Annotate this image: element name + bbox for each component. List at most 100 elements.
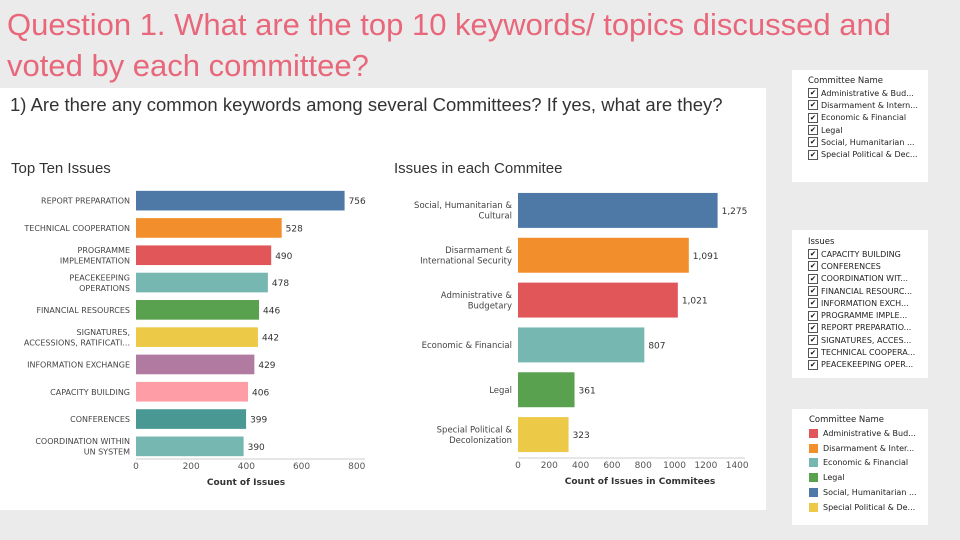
x-tick-label: 200 <box>541 461 558 471</box>
filter-item[interactable]: ✔ INFORMATION EXCH... <box>808 297 928 309</box>
bar[interactable] <box>136 218 282 238</box>
x-tick-label: 200 <box>183 462 200 472</box>
category-label: CONFERENCES <box>70 415 130 424</box>
x-tick-label: 1400 <box>726 461 749 471</box>
bar[interactable] <box>136 436 244 457</box>
bar[interactable] <box>136 327 258 347</box>
checkbox-checked-icon[interactable]: ✔ <box>808 273 818 284</box>
legend-item-label: Social, Humanitarian ... <box>823 488 917 498</box>
filter-item[interactable]: ✔ Legal <box>808 124 928 136</box>
category-label: REPORT PREPARATION <box>41 197 130 206</box>
category-label: Budgetary <box>468 301 512 311</box>
filter-item[interactable]: ✔ Economic & Financial <box>808 112 928 124</box>
legend-item[interactable]: Social, Humanitarian ... <box>809 485 928 500</box>
bar-value-label: 406 <box>252 388 269 398</box>
committee-legend-title: Committee Name <box>809 415 884 425</box>
checkbox-checked-icon[interactable]: ✔ <box>808 125 818 136</box>
filter-item[interactable]: ✔ Disarmament & Intern... <box>808 99 928 111</box>
chart-title-top-ten-issues: Top Ten Issues <box>11 160 111 177</box>
filter-item-label: TECHNICAL COOPERA... <box>821 348 916 358</box>
checkbox-checked-icon[interactable]: ✔ <box>808 335 818 346</box>
bar-value-label: 442 <box>262 334 279 344</box>
bar-value-label: 361 <box>579 386 596 396</box>
x-tick-label: 400 <box>572 461 589 471</box>
filter-item-label: Disarmament & Intern... <box>821 100 918 110</box>
filter-item-label: Special Political & Dec... <box>821 150 918 160</box>
legend-item[interactable]: Legal <box>809 470 928 485</box>
category-label: COORDINATION WITHIN <box>35 437 130 446</box>
bar[interactable] <box>518 237 689 273</box>
checkbox-checked-icon[interactable]: ✔ <box>808 88 818 99</box>
slide-title: Question 1. What are the top 10 keywords… <box>7 7 891 83</box>
bar[interactable] <box>136 409 247 429</box>
filter-item[interactable]: ✔ Special Political & Dec... <box>808 148 928 160</box>
filter-item[interactable]: ✔ COORDINATION WIT... <box>808 273 928 285</box>
bar[interactable] <box>136 381 249 402</box>
checkbox-checked-icon[interactable]: ✔ <box>808 359 818 370</box>
bar-value-label: 1,091 <box>693 252 719 262</box>
category-label: Special Political & <box>437 425 513 435</box>
category-label: INFORMATION EXCHANGE <box>27 360 130 369</box>
legend-swatch <box>809 443 818 453</box>
category-label: PROGRAMME <box>78 246 130 255</box>
committee-legend-list: Administrative & Bud... Disarmament & Int… <box>809 426 928 515</box>
bar[interactable] <box>518 372 575 408</box>
category-label: TECHNICAL COOPERATION <box>23 224 130 233</box>
category-label: Economic & Financial <box>422 341 512 351</box>
bar[interactable] <box>136 245 272 266</box>
bar[interactable] <box>518 282 678 318</box>
filter-item[interactable]: ✔ CAPACITY BUILDING <box>808 248 928 260</box>
checkbox-checked-icon[interactable]: ✔ <box>808 298 818 309</box>
checkbox-checked-icon[interactable]: ✔ <box>808 100 818 111</box>
category-label: UN SYSTEM <box>84 448 130 457</box>
bar[interactable] <box>518 417 569 453</box>
filter-item-label: CAPACITY BUILDING <box>821 249 901 259</box>
chart-title-issues-in-committee: Issues in each Commitee <box>394 160 563 177</box>
x-tick-label: 400 <box>238 462 255 472</box>
bar[interactable] <box>136 300 260 320</box>
legend-item[interactable]: Administrative & Bud... <box>809 426 928 441</box>
dashboard: 1) Are there any common keywords among s… <box>0 88 766 510</box>
bar-value-label: 478 <box>272 279 289 289</box>
filter-item[interactable]: ✔ TECHNICAL COOPERA... <box>808 346 928 358</box>
filter-item[interactable]: ✔ Social, Humanitarian ... <box>808 136 928 148</box>
legend-item-label: Disarmament & Inter... <box>823 443 915 453</box>
checkbox-checked-icon[interactable]: ✔ <box>808 137 818 148</box>
filter-item[interactable]: ✔ Administrative & Bud... <box>808 87 928 99</box>
bar-value-label: 323 <box>573 431 590 441</box>
filter-item[interactable]: ✔ REPORT PREPARATIO... <box>808 322 928 334</box>
issues-filter-panel: Issues ✔ CAPACITY BUILDING ✔ CONFERENCES ✔ CO… <box>792 230 928 378</box>
x-tick-label: 600 <box>293 462 310 472</box>
committee-legend-panel: Committee Name Administrative & Bud... Di… <box>792 409 928 525</box>
checkbox-checked-icon[interactable]: ✔ <box>808 322 818 333</box>
checkbox-checked-icon[interactable]: ✔ <box>808 261 818 272</box>
checkbox-checked-icon[interactable]: ✔ <box>808 347 818 358</box>
bar[interactable] <box>136 272 268 293</box>
legend-item[interactable]: Disarmament & Inter... <box>809 441 928 456</box>
filter-item[interactable]: ✔ SIGNATURES, ACCES... <box>808 334 928 346</box>
checkbox-checked-icon[interactable]: ✔ <box>808 149 818 160</box>
checkbox-checked-icon[interactable]: ✔ <box>808 249 818 260</box>
bar[interactable] <box>518 327 645 363</box>
checkbox-checked-icon[interactable]: ✔ <box>808 310 818 321</box>
filter-item[interactable]: ✔ CONFERENCES <box>808 260 928 272</box>
bar[interactable] <box>136 190 345 211</box>
filter-item[interactable]: ✔ PEACEKEEPING OPER... <box>808 359 928 371</box>
category-label: ACCESSIONS, RATIFICATI... <box>24 338 130 347</box>
bar[interactable] <box>136 354 255 375</box>
filter-item-label: COORDINATION WIT... <box>821 274 908 284</box>
checkbox-checked-icon[interactable]: ✔ <box>808 286 818 297</box>
filter-item[interactable]: ✔ FINANCIAL RESOURC... <box>808 285 928 297</box>
checkbox-checked-icon[interactable]: ✔ <box>808 112 818 123</box>
category-label: Disarmament & <box>445 246 512 256</box>
category-label: International Security <box>420 257 512 267</box>
x-tick-label: 0 <box>515 461 521 471</box>
legend-item[interactable]: Economic & Financial <box>809 456 928 471</box>
bar-value-label: 399 <box>250 416 267 426</box>
committee-filter-panel: Committee Name ✔ Administrative & Bud... ✔… <box>792 70 928 182</box>
legend-item[interactable]: Special Political & De... <box>809 500 928 515</box>
x-tick-label: 600 <box>603 461 620 471</box>
filter-item[interactable]: ✔ PROGRAMME IMPLE... <box>808 309 928 321</box>
x-tick-label: 800 <box>635 461 652 471</box>
bar[interactable] <box>518 192 718 228</box>
